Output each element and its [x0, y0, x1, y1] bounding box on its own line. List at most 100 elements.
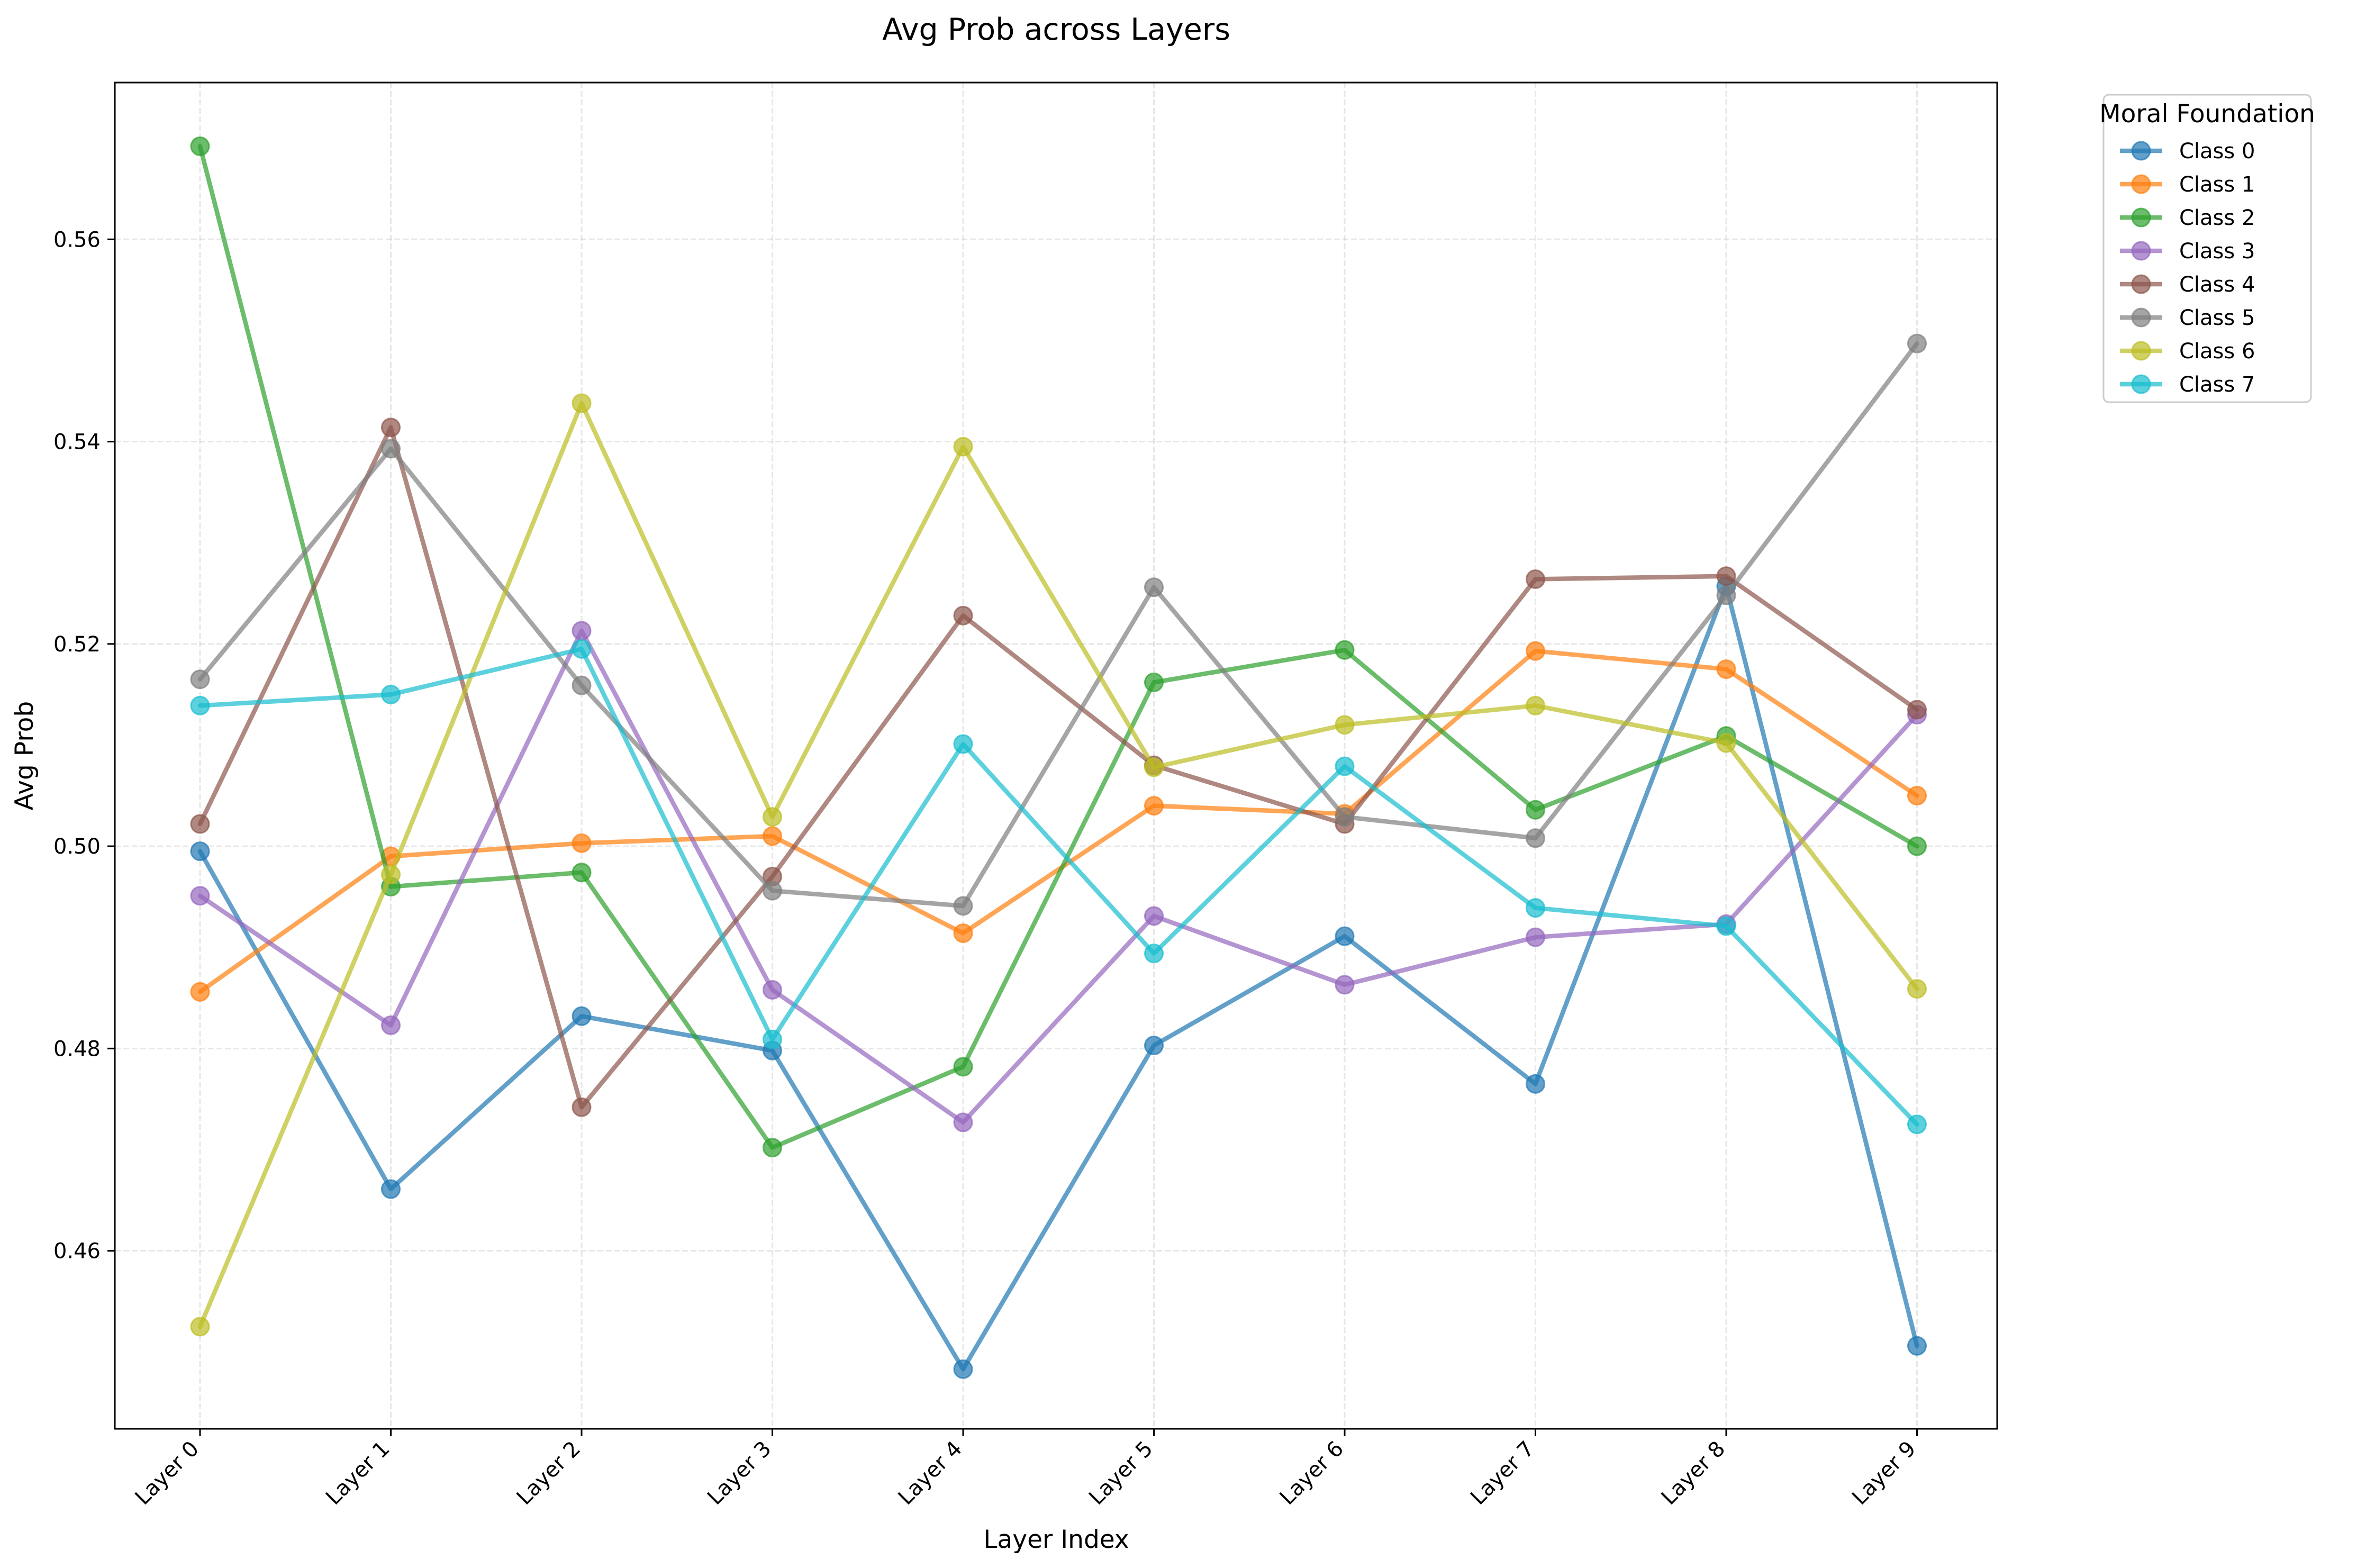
data-point: [953, 896, 973, 916]
legend-box: [2102, 94, 2312, 403]
data-point: [953, 1057, 973, 1077]
data-point: [190, 841, 210, 862]
data-point: [953, 734, 973, 754]
data-point: [572, 863, 592, 883]
data-point: [381, 439, 401, 459]
plot-area-frame: [114, 81, 1998, 1430]
legend-label: Class 4: [2179, 273, 2255, 297]
data-point: [1335, 807, 1355, 827]
data-point: [1335, 715, 1355, 735]
data-point: [1907, 700, 1927, 720]
series-line: [197, 401, 1919, 1329]
data-point: [1335, 926, 1355, 946]
data-point: [572, 833, 592, 853]
data-point: [1907, 333, 1927, 354]
data-point: [1335, 640, 1355, 660]
legend-marker: [2131, 341, 2151, 361]
y-tick-label: 0.52: [53, 632, 101, 657]
data-point: [1526, 800, 1545, 820]
legend-label: Class 5: [2179, 306, 2255, 330]
data-point: [1907, 1114, 1927, 1135]
data-point: [1144, 796, 1164, 816]
data-point: [1716, 659, 1736, 679]
legend-entry: Class 7: [2120, 373, 2255, 397]
data-point: [1526, 1074, 1545, 1094]
data-point: [1716, 566, 1736, 586]
data-point: [953, 437, 973, 457]
data-point: [1144, 577, 1164, 597]
data-point: [1526, 641, 1545, 661]
data-point: [1526, 828, 1545, 848]
data-point: [1526, 898, 1545, 918]
data-point: [1144, 1036, 1164, 1056]
data-point: [190, 814, 210, 834]
data-point: [190, 1317, 210, 1337]
data-point: [1335, 975, 1355, 995]
legend-marker: [2131, 274, 2151, 294]
data-point: [1716, 733, 1736, 753]
x-axis-label: Layer Index: [983, 1525, 1129, 1554]
data-point: [1907, 1336, 1927, 1356]
y-tick-label: 0.50: [53, 835, 101, 859]
legend-label: Class 0: [2179, 139, 2255, 164]
data-point: [381, 865, 401, 885]
data-point: [1335, 756, 1355, 776]
data-point: [953, 605, 973, 626]
data-point: [381, 418, 401, 438]
series-class-5: [190, 333, 1927, 916]
data-point: [1526, 927, 1545, 947]
legend-entry: Class 2: [2120, 206, 2255, 230]
legend: Moral Foundation Class 0 Class 1 Class 2 Cl…: [2099, 94, 2315, 403]
data-point: [1907, 979, 1927, 999]
data-point: [1907, 785, 1927, 805]
series-class-7: [190, 639, 1927, 1135]
data-point: [763, 826, 782, 846]
data-point: [1526, 695, 1545, 715]
data-point: [1526, 569, 1545, 589]
y-tick-label: 0.46: [53, 1239, 101, 1264]
series-line: [197, 425, 1919, 1110]
legend-entry: Class 3: [2120, 239, 2255, 264]
data-point: [1144, 906, 1164, 926]
data-point: [763, 1029, 782, 1049]
data-point: [190, 982, 210, 1002]
data-point: [381, 1015, 401, 1035]
legend-label: Class 1: [2179, 173, 2255, 197]
data-point: [572, 393, 592, 413]
legend-marker: [2131, 374, 2151, 394]
legend-marker: [2131, 207, 2151, 228]
legend-label: Class 3: [2179, 239, 2255, 264]
legend-label: Class 7: [2179, 373, 2255, 397]
data-point: [953, 1359, 973, 1379]
data-point: [572, 1006, 592, 1026]
data-point: [381, 1179, 401, 1199]
data-point: [190, 886, 210, 906]
legend-entry: Class 1: [2120, 173, 2255, 197]
data-point: [1144, 757, 1164, 777]
legend-label: Class 2: [2179, 206, 2255, 230]
series-line: [197, 144, 1919, 1150]
series-class-0: [190, 576, 1927, 1379]
data-point: [763, 980, 782, 1000]
data-point: [763, 807, 782, 827]
legend-entry: Class 0: [2120, 139, 2255, 164]
series-line: [197, 628, 1919, 1125]
legend-entry: Class 5: [2120, 306, 2255, 330]
data-point: [572, 675, 592, 695]
series-class-4: [190, 418, 1927, 1117]
legend-title: Moral Foundation: [2099, 99, 2315, 129]
data-point: [1144, 672, 1164, 692]
data-point: [1907, 836, 1927, 856]
data-point: [190, 695, 210, 715]
data-point: [953, 923, 973, 943]
y-tick-label: 0.54: [53, 430, 101, 455]
data-point: [953, 1112, 973, 1132]
legend-entry: Class 4: [2120, 273, 2255, 297]
data-point: [572, 639, 592, 659]
legend-marker: [2131, 241, 2151, 261]
legend-entry: Class 6: [2120, 339, 2255, 364]
data-point: [763, 1138, 782, 1158]
legend-marker: [2131, 307, 2151, 328]
series-line: [197, 341, 1919, 909]
